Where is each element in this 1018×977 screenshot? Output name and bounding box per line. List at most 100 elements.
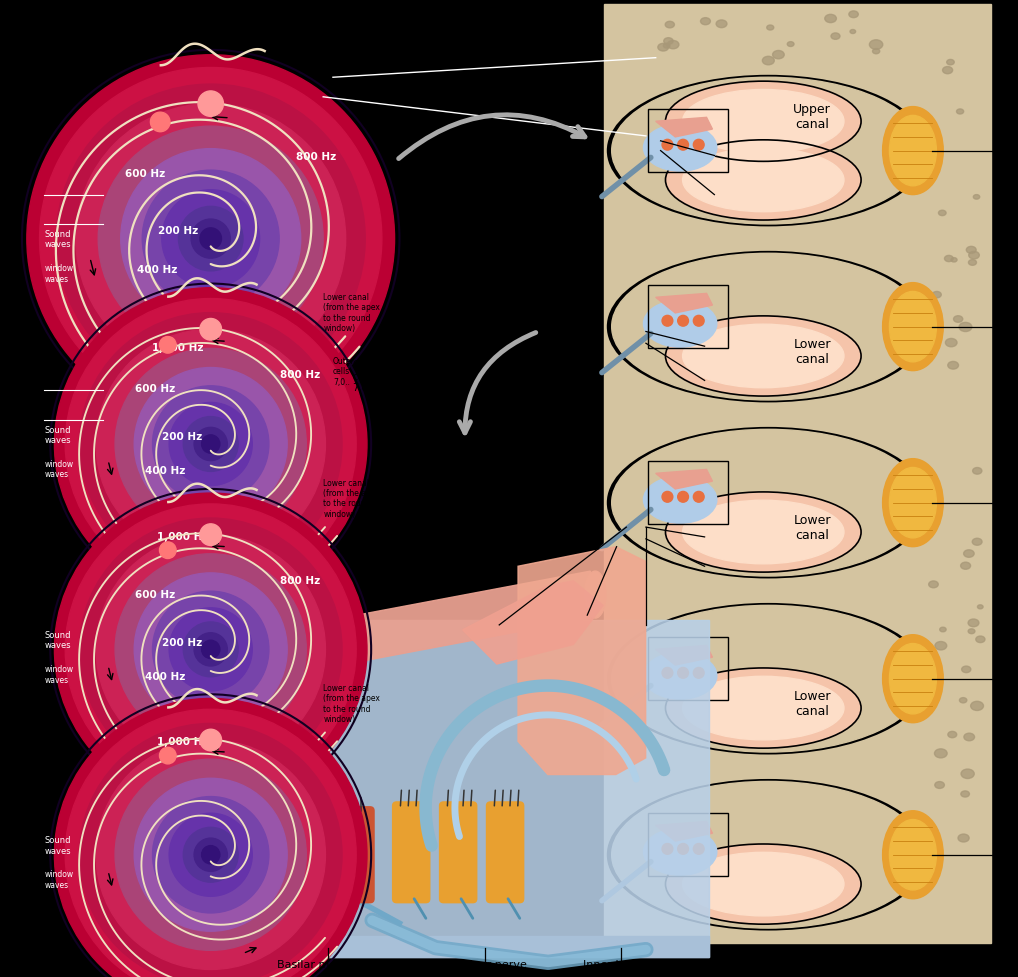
Ellipse shape [890, 292, 937, 362]
Circle shape [693, 140, 704, 151]
Circle shape [678, 843, 688, 854]
Ellipse shape [643, 125, 717, 172]
Text: Outer
cells
7,0..: Outer cells 7,0.. [333, 357, 354, 386]
Text: 400 Hz: 400 Hz [146, 671, 185, 681]
Text: Cochlear nerve: Cochlear nerve [442, 959, 527, 969]
Ellipse shape [883, 811, 944, 899]
Ellipse shape [935, 782, 945, 788]
Text: Basilar
membrane: Basilar membrane [434, 414, 495, 436]
Ellipse shape [683, 324, 844, 388]
Circle shape [678, 317, 688, 326]
Text: window
waves: window waves [45, 664, 73, 684]
Text: Lower canal
(from the apex
to the round
window): Lower canal (from the apex to the round … [323, 478, 380, 519]
Circle shape [678, 668, 688, 678]
Ellipse shape [951, 258, 957, 263]
Ellipse shape [939, 211, 946, 217]
Circle shape [160, 542, 176, 559]
Ellipse shape [961, 791, 969, 797]
Circle shape [662, 140, 673, 151]
Circle shape [65, 299, 356, 590]
Text: 400 Hz: 400 Hz [137, 265, 177, 276]
Ellipse shape [607, 428, 929, 578]
Ellipse shape [959, 698, 967, 703]
Circle shape [160, 337, 176, 354]
Ellipse shape [890, 820, 937, 890]
Ellipse shape [957, 109, 964, 115]
Circle shape [169, 608, 252, 692]
Ellipse shape [932, 292, 942, 299]
Circle shape [79, 724, 342, 977]
Circle shape [96, 535, 326, 764]
Circle shape [56, 85, 365, 394]
Ellipse shape [607, 780, 929, 930]
Ellipse shape [973, 195, 979, 200]
Circle shape [662, 843, 673, 854]
Text: 1,000 Hz: 1,000 Hz [157, 737, 209, 746]
Circle shape [693, 668, 704, 678]
Circle shape [153, 591, 269, 707]
Ellipse shape [972, 468, 982, 475]
Text: 1,000 Hz: 1,000 Hz [152, 342, 204, 353]
Text: 200 Hz: 200 Hz [158, 226, 197, 235]
FancyBboxPatch shape [393, 802, 430, 903]
Text: Upper
canal: Upper canal [793, 104, 831, 131]
Ellipse shape [947, 61, 954, 65]
Ellipse shape [643, 828, 717, 875]
Circle shape [153, 386, 269, 502]
Ellipse shape [968, 619, 979, 627]
Ellipse shape [683, 676, 844, 741]
Ellipse shape [612, 78, 924, 225]
FancyBboxPatch shape [335, 807, 374, 903]
Ellipse shape [935, 749, 947, 758]
Ellipse shape [700, 19, 711, 25]
Ellipse shape [658, 44, 669, 52]
Ellipse shape [666, 141, 861, 221]
Ellipse shape [825, 16, 837, 23]
Ellipse shape [948, 732, 957, 738]
Polygon shape [656, 118, 713, 138]
Text: Sound
waves: Sound waves [45, 230, 71, 249]
Ellipse shape [666, 492, 861, 573]
Text: 200 Hz: 200 Hz [163, 637, 203, 647]
Ellipse shape [959, 323, 972, 332]
Circle shape [202, 846, 220, 864]
Polygon shape [284, 936, 710, 957]
Text: Sound
waves: Sound waves [45, 630, 71, 650]
Text: Sound
waves: Sound waves [45, 425, 71, 445]
Circle shape [191, 220, 230, 259]
Ellipse shape [683, 501, 844, 565]
Ellipse shape [948, 362, 959, 369]
Ellipse shape [928, 344, 937, 350]
Circle shape [194, 838, 227, 871]
Circle shape [121, 149, 300, 329]
Ellipse shape [977, 605, 983, 610]
Ellipse shape [612, 606, 924, 752]
Circle shape [54, 288, 367, 601]
Ellipse shape [966, 247, 976, 254]
Ellipse shape [883, 459, 944, 547]
Text: window
waves: window waves [45, 264, 73, 283]
Circle shape [183, 828, 238, 882]
Polygon shape [463, 581, 603, 664]
Ellipse shape [666, 668, 861, 748]
Ellipse shape [883, 283, 944, 371]
Text: Lower
canal: Lower canal [793, 338, 831, 365]
Text: Lower canal
(from the apex
to the round
window): Lower canal (from the apex to the round … [323, 683, 380, 724]
Circle shape [678, 492, 688, 503]
Circle shape [693, 843, 704, 854]
Circle shape [115, 554, 306, 745]
Ellipse shape [612, 782, 924, 928]
Ellipse shape [969, 252, 979, 260]
Ellipse shape [872, 50, 880, 55]
Ellipse shape [935, 642, 947, 651]
Text: tectorial
membrane: tectorial membrane [434, 473, 495, 494]
Circle shape [197, 92, 223, 117]
Polygon shape [279, 572, 590, 677]
Ellipse shape [940, 627, 946, 632]
Polygon shape [656, 822, 713, 841]
Text: 600 Hz: 600 Hz [125, 169, 166, 179]
Circle shape [54, 493, 367, 806]
Circle shape [202, 641, 220, 658]
Ellipse shape [831, 34, 840, 40]
Circle shape [202, 436, 220, 453]
